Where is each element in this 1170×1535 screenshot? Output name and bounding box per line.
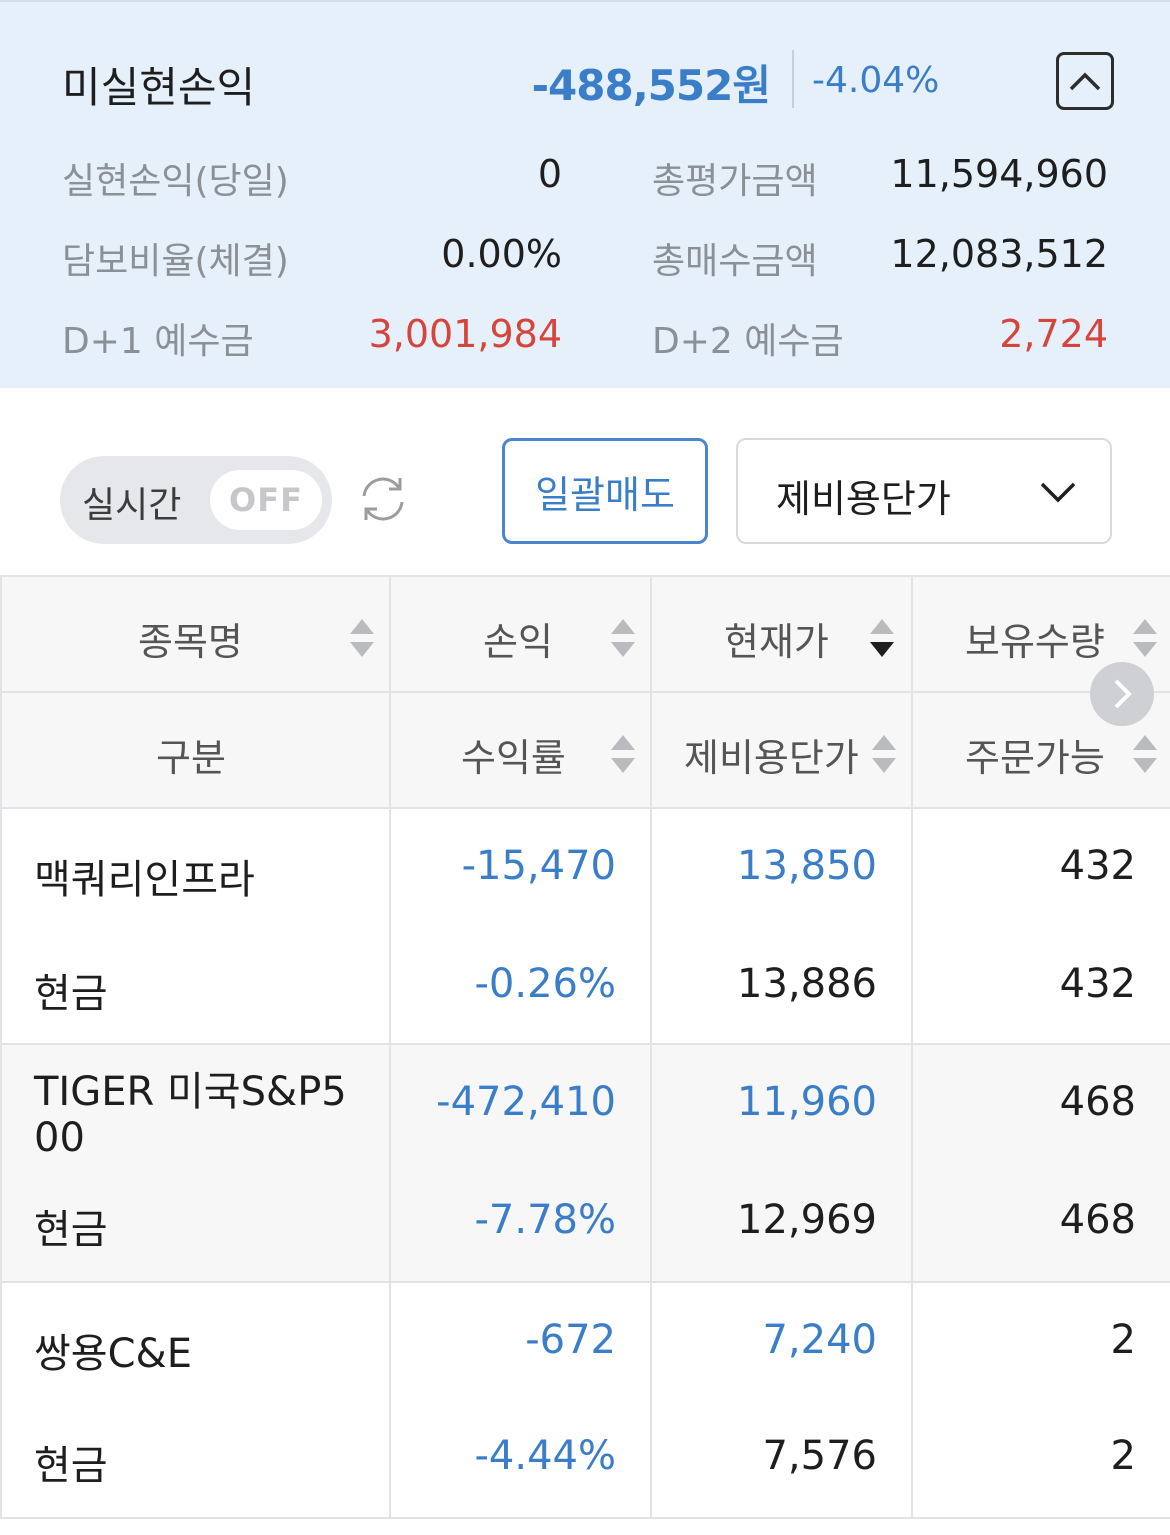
pnl-value: -672 <box>525 1317 616 1363</box>
cost-value: 12,969 <box>737 1197 877 1243</box>
price-cell: 7,240 7,576 <box>650 1281 913 1519</box>
price-value: 11,960 <box>737 1079 877 1125</box>
scroll-right-button[interactable] <box>1090 662 1154 726</box>
unrealized-pnl-amount: -488,552원 <box>531 61 771 110</box>
rate-value: -4.44% <box>474 1433 616 1479</box>
price-cell: 13,850 13,886 <box>650 807 913 1045</box>
orderable-value: 432 <box>1059 961 1136 1007</box>
stock-name-cell: TIGER 미국S&P5 00 현금 <box>0 1043 391 1283</box>
unrealized-pnl-title: 미실현손익 <box>62 63 256 112</box>
realized-pnl-value: 0 <box>537 152 562 196</box>
collapse-button[interactable] <box>1056 52 1114 110</box>
sort-icon <box>611 619 635 657</box>
sort-icon <box>872 735 896 773</box>
stock-type: 현금 <box>34 1207 108 1253</box>
qty-cell: 468 468 <box>911 1043 1170 1283</box>
col-header-qty[interactable]: 보유수량 <box>911 575 1170 693</box>
bulk-sell-button[interactable]: 일괄매도 <box>502 438 708 544</box>
holdings-table: 종목명 손익 현재가 보유수량 구분 수익률 제비용단가 주문가능 <box>0 575 1170 1519</box>
header-row: 종목명 손익 현재가 보유수량 <box>0 575 1170 693</box>
refresh-button[interactable] <box>354 470 412 528</box>
realtime-toggle[interactable]: 실시간 OFF <box>60 456 332 544</box>
col-header-pnl[interactable]: 손익 <box>389 575 652 693</box>
qty-cell: 2 2 <box>911 1281 1170 1519</box>
qty-value: 2 <box>1110 1317 1136 1363</box>
realtime-state: OFF <box>210 470 322 530</box>
sort-icon <box>1133 619 1157 657</box>
rate-value: -7.78% <box>474 1197 616 1243</box>
orderable-value: 2 <box>1110 1433 1136 1479</box>
qty-value: 432 <box>1059 843 1136 889</box>
sort-icon <box>870 619 894 657</box>
stock-type: 현금 <box>34 971 108 1017</box>
price-type-value: 제비용단가 <box>776 477 951 521</box>
pnl-cell: -472,410 -7.78% <box>389 1043 652 1283</box>
stock-name-wrap: 00 <box>34 1115 85 1161</box>
refresh-icon <box>362 477 404 521</box>
total-buy-value: 12,083,512 <box>890 232 1108 276</box>
sort-icon <box>1133 735 1157 773</box>
cost-value: 7,576 <box>762 1433 877 1479</box>
col-header-cost[interactable]: 제비용단가 <box>650 691 913 809</box>
pnl-cell: -15,470 -0.26% <box>389 807 652 1045</box>
stock-name-cell: 쌍용C&E 현금 <box>0 1281 391 1519</box>
unrealized-pnl-rate: -4.04% <box>812 60 940 101</box>
chevron-right-icon <box>1114 679 1132 709</box>
d2-deposit-value: 2,724 <box>999 312 1108 356</box>
chevron-up-icon <box>1069 72 1101 91</box>
price-cell: 11,960 12,969 <box>650 1043 913 1283</box>
sort-icon <box>611 735 635 773</box>
total-eval-label: 총평가금액 <box>652 161 818 202</box>
table-row[interactable]: 맥쿼리인프라 현금 -15,470 -0.26% 13,850 13,886 4… <box>0 807 1170 1045</box>
collateral-ratio-value: 0.00% <box>441 232 562 276</box>
cost-value: 13,886 <box>737 961 877 1007</box>
chevron-down-icon <box>1040 482 1076 503</box>
divider <box>792 50 794 108</box>
table-row[interactable]: 쌍용C&E 현금 -672 -4.44% 7,240 7,576 2 2 <box>0 1281 1170 1519</box>
stock-name: 쌍용C&E <box>34 1331 192 1377</box>
orderable-value: 468 <box>1059 1197 1136 1243</box>
header-row: 구분 수익률 제비용단가 주문가능 <box>0 691 1170 809</box>
col-header-orderable[interactable]: 주문가능 <box>911 691 1170 809</box>
qty-value: 468 <box>1059 1079 1136 1125</box>
total-eval-value: 11,594,960 <box>890 152 1108 196</box>
table-row[interactable]: TIGER 미국S&P5 00 현금 -472,410 -7.78% 11,96… <box>0 1043 1170 1283</box>
pnl-cell: -672 -4.44% <box>389 1281 652 1519</box>
price-value: 13,850 <box>737 843 877 889</box>
price-value: 7,240 <box>762 1317 877 1363</box>
col-header-type[interactable]: 구분 <box>0 691 391 809</box>
pnl-value: -15,470 <box>461 843 616 889</box>
price-type-select[interactable]: 제비용단가 <box>736 438 1112 544</box>
d1-deposit-label: D+1 예수금 <box>62 321 254 362</box>
realized-pnl-label: 실현손익(당일) <box>62 161 289 202</box>
stock-name: 맥쿼리인프라 <box>34 857 255 903</box>
summary-panel: 미실현손익 -488,552원 -4.04% 실현손익(당일) 0 총평가금액 … <box>0 0 1170 388</box>
sort-icon <box>350 619 374 657</box>
realtime-label: 실시간 <box>82 485 182 526</box>
total-buy-label: 총매수금액 <box>652 241 818 282</box>
d2-deposit-label: D+2 예수금 <box>652 321 844 362</box>
stock-type: 현금 <box>34 1443 108 1489</box>
rate-value: -0.26% <box>474 961 616 1007</box>
pnl-value: -472,410 <box>436 1079 616 1125</box>
collateral-ratio-label: 담보비율(체결) <box>62 241 289 282</box>
d1-deposit-value: 3,001,984 <box>368 312 562 356</box>
stock-name-cell: 맥쿼리인프라 현금 <box>0 807 391 1045</box>
col-header-rate[interactable]: 수익률 <box>389 691 652 809</box>
col-header-name[interactable]: 종목명 <box>0 575 391 693</box>
col-header-price[interactable]: 현재가 <box>650 575 913 693</box>
stock-name: TIGER 미국S&P5 <box>34 1069 347 1115</box>
qty-cell: 432 432 <box>911 807 1170 1045</box>
